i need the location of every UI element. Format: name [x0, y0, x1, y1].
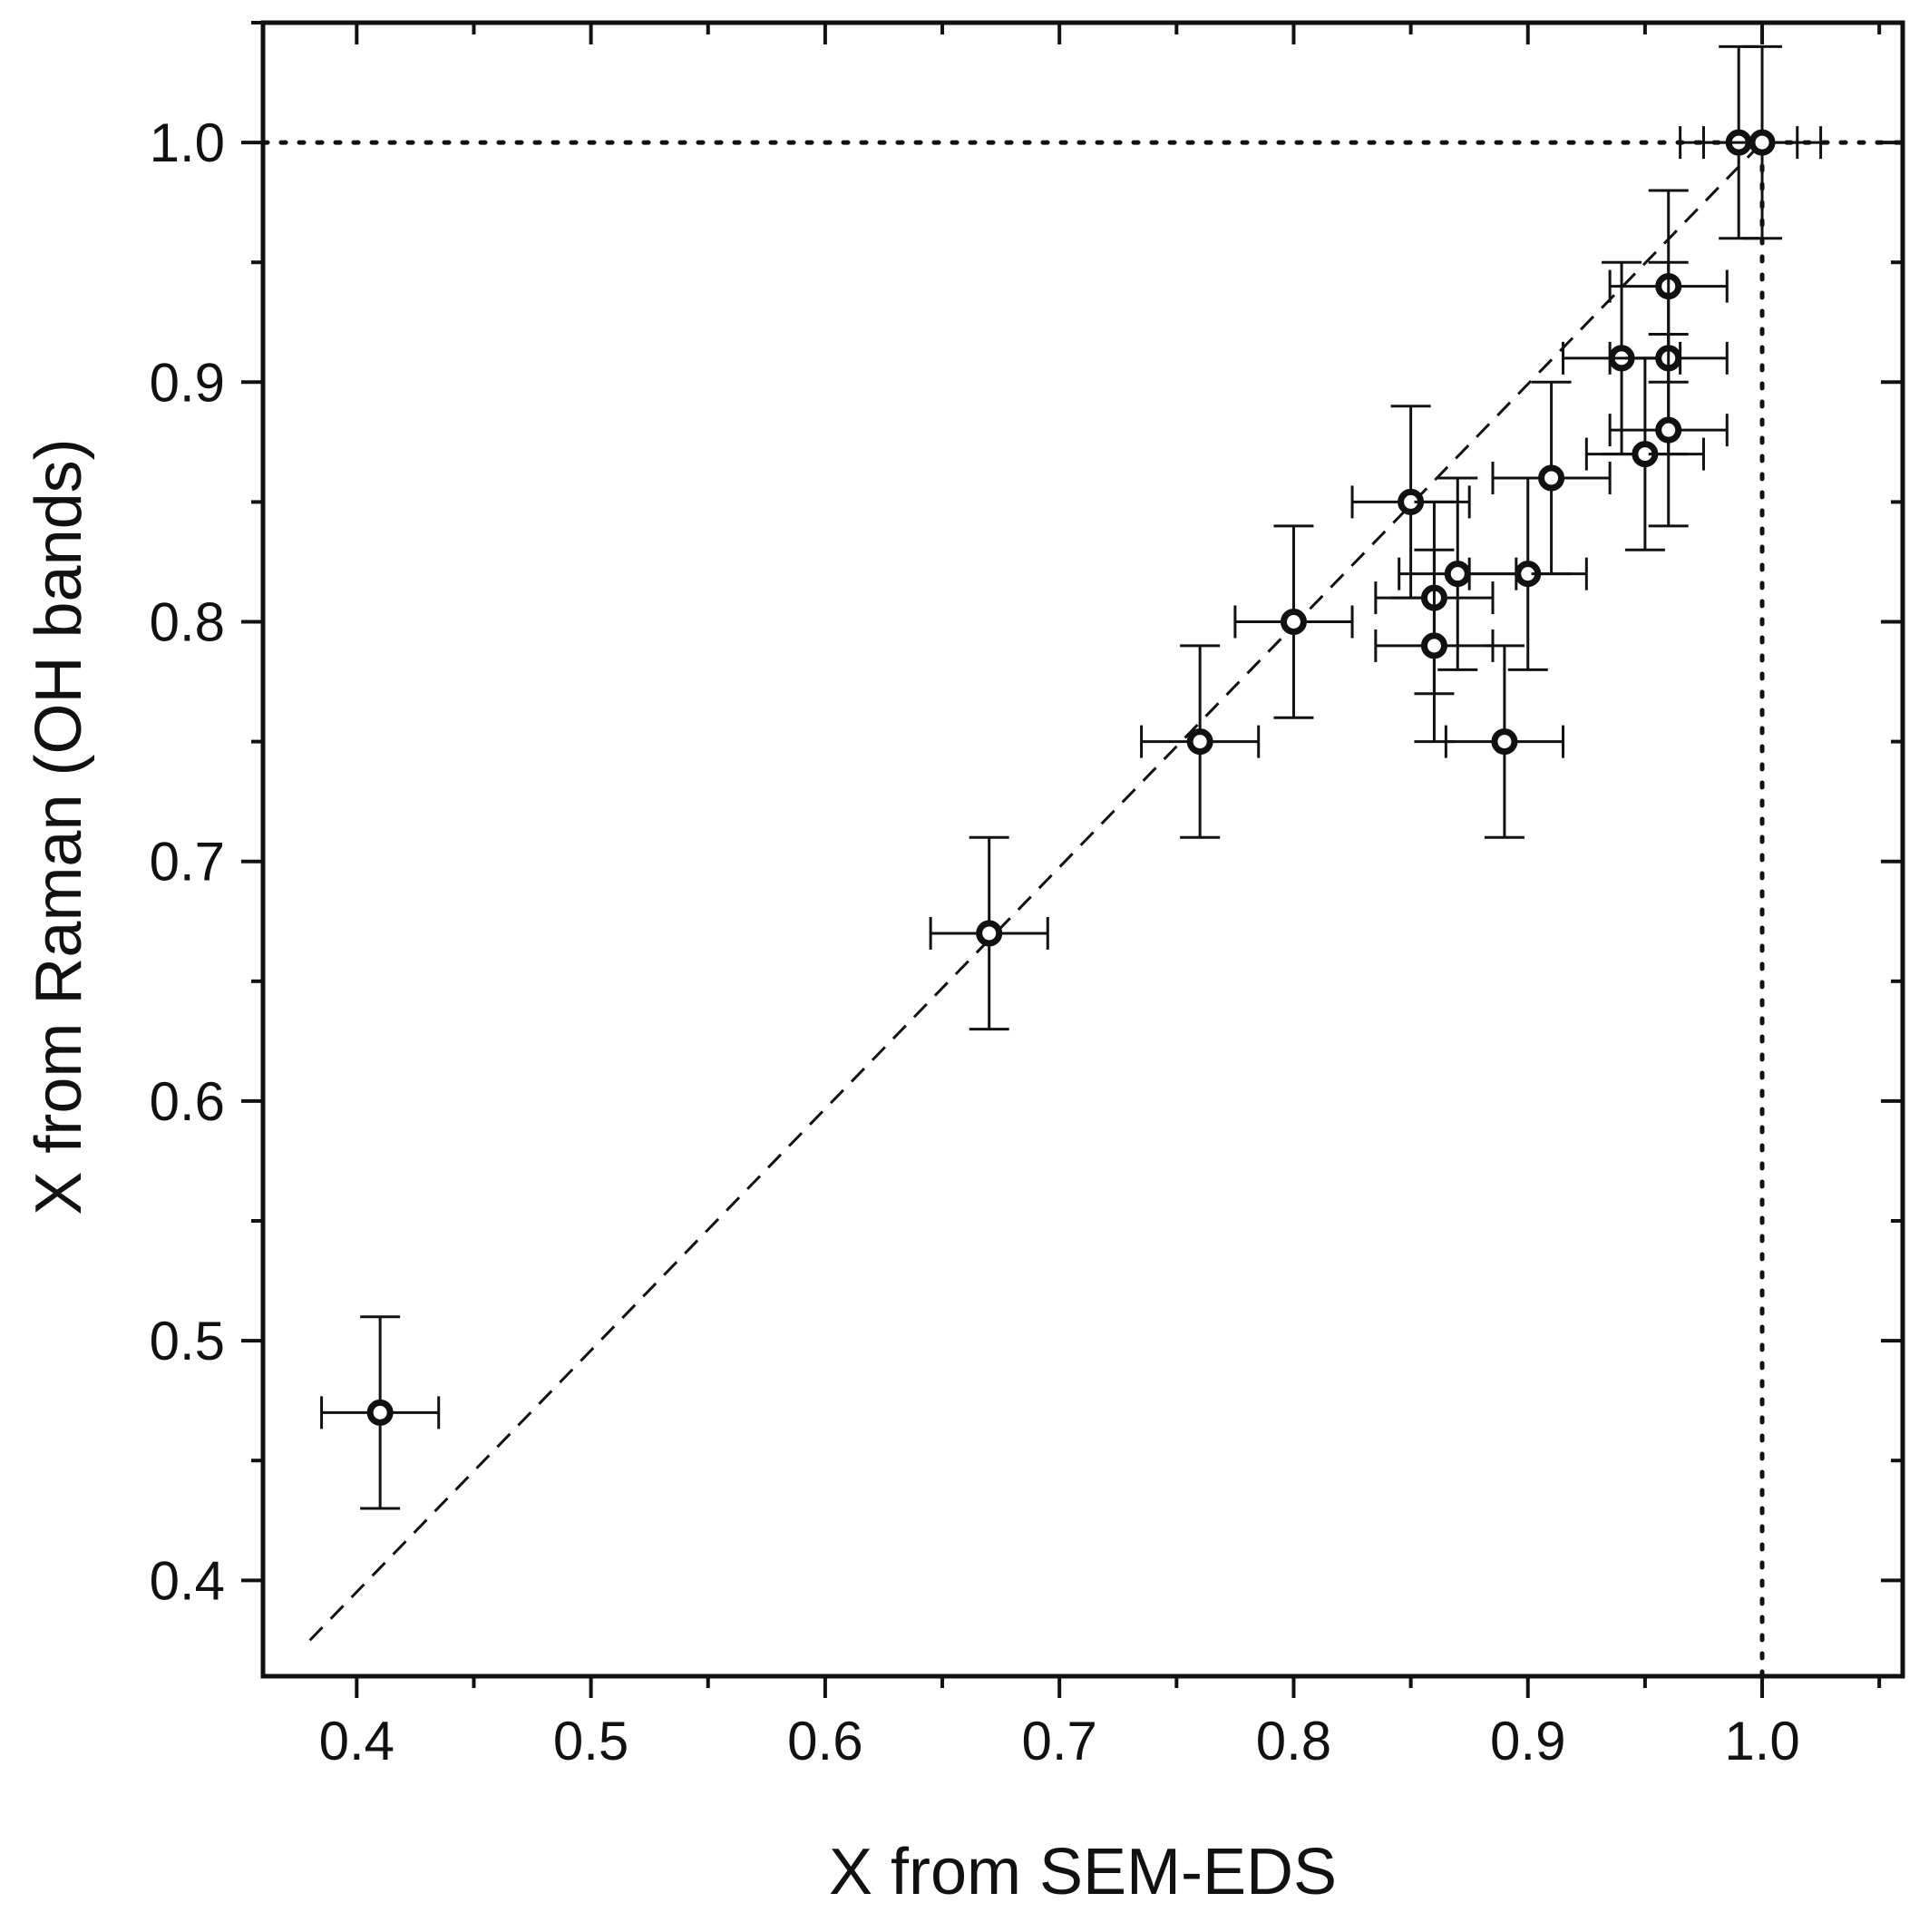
axes: 0.4 0.5 0.6 0.7 0.8 0.9 1.0 0.4 0.5 0.6 0.7 0.8 0.9 1…: [150, 20, 1905, 1771]
data-marker: [1538, 464, 1565, 492]
y-tick-label: 0.7: [150, 832, 225, 893]
y-axis-title: X from Raman (OH bands): [23, 438, 95, 1215]
data-marker: [1491, 728, 1518, 756]
y-tick-label: 0.6: [150, 1071, 225, 1132]
x-tick-label: 0.5: [553, 1711, 628, 1771]
data-point: [1444, 644, 1564, 839]
data-marker: [1280, 609, 1307, 636]
x-tick-label: 0.7: [1021, 1711, 1096, 1771]
x-tick-label: 0.8: [1256, 1711, 1331, 1771]
data-marker: [1420, 632, 1447, 659]
data-point: [1233, 524, 1354, 719]
y-tick-label: 1.0: [150, 112, 225, 173]
x-tick-label: 0.9: [1490, 1711, 1565, 1771]
reference-lines: [260, 140, 1905, 1679]
data-marker: [366, 1399, 394, 1426]
data-point: [1491, 380, 1612, 576]
data-point: [1374, 548, 1495, 744]
x-tick-label: 0.4: [319, 1711, 395, 1771]
data-point: [320, 1315, 441, 1510]
x-tick-label: 1.0: [1724, 1711, 1799, 1771]
plot-frame: [260, 20, 1905, 1679]
data-marker: [1655, 416, 1682, 444]
data-marker: [1749, 129, 1776, 156]
data-point: [1398, 476, 1518, 671]
data-marker: [976, 920, 1003, 947]
y-tick-label: 0.9: [150, 352, 225, 413]
data-point: [1608, 332, 1729, 528]
data-point: [1140, 644, 1261, 839]
data-point: [929, 835, 1049, 1031]
data-point: [1701, 44, 1823, 240]
data-marker: [1186, 728, 1213, 756]
y-tick-label: 0.5: [150, 1311, 225, 1371]
data-points: [320, 44, 1823, 1510]
identity-line: [308, 141, 1764, 1642]
y-tick-label: 0.8: [150, 592, 225, 653]
data-marker: [1444, 561, 1471, 588]
x-tick-label: 0.6: [787, 1711, 862, 1771]
x-axis-title: X from SEM-EDS: [829, 1836, 1337, 1908]
y-tick-label: 0.4: [150, 1550, 225, 1611]
